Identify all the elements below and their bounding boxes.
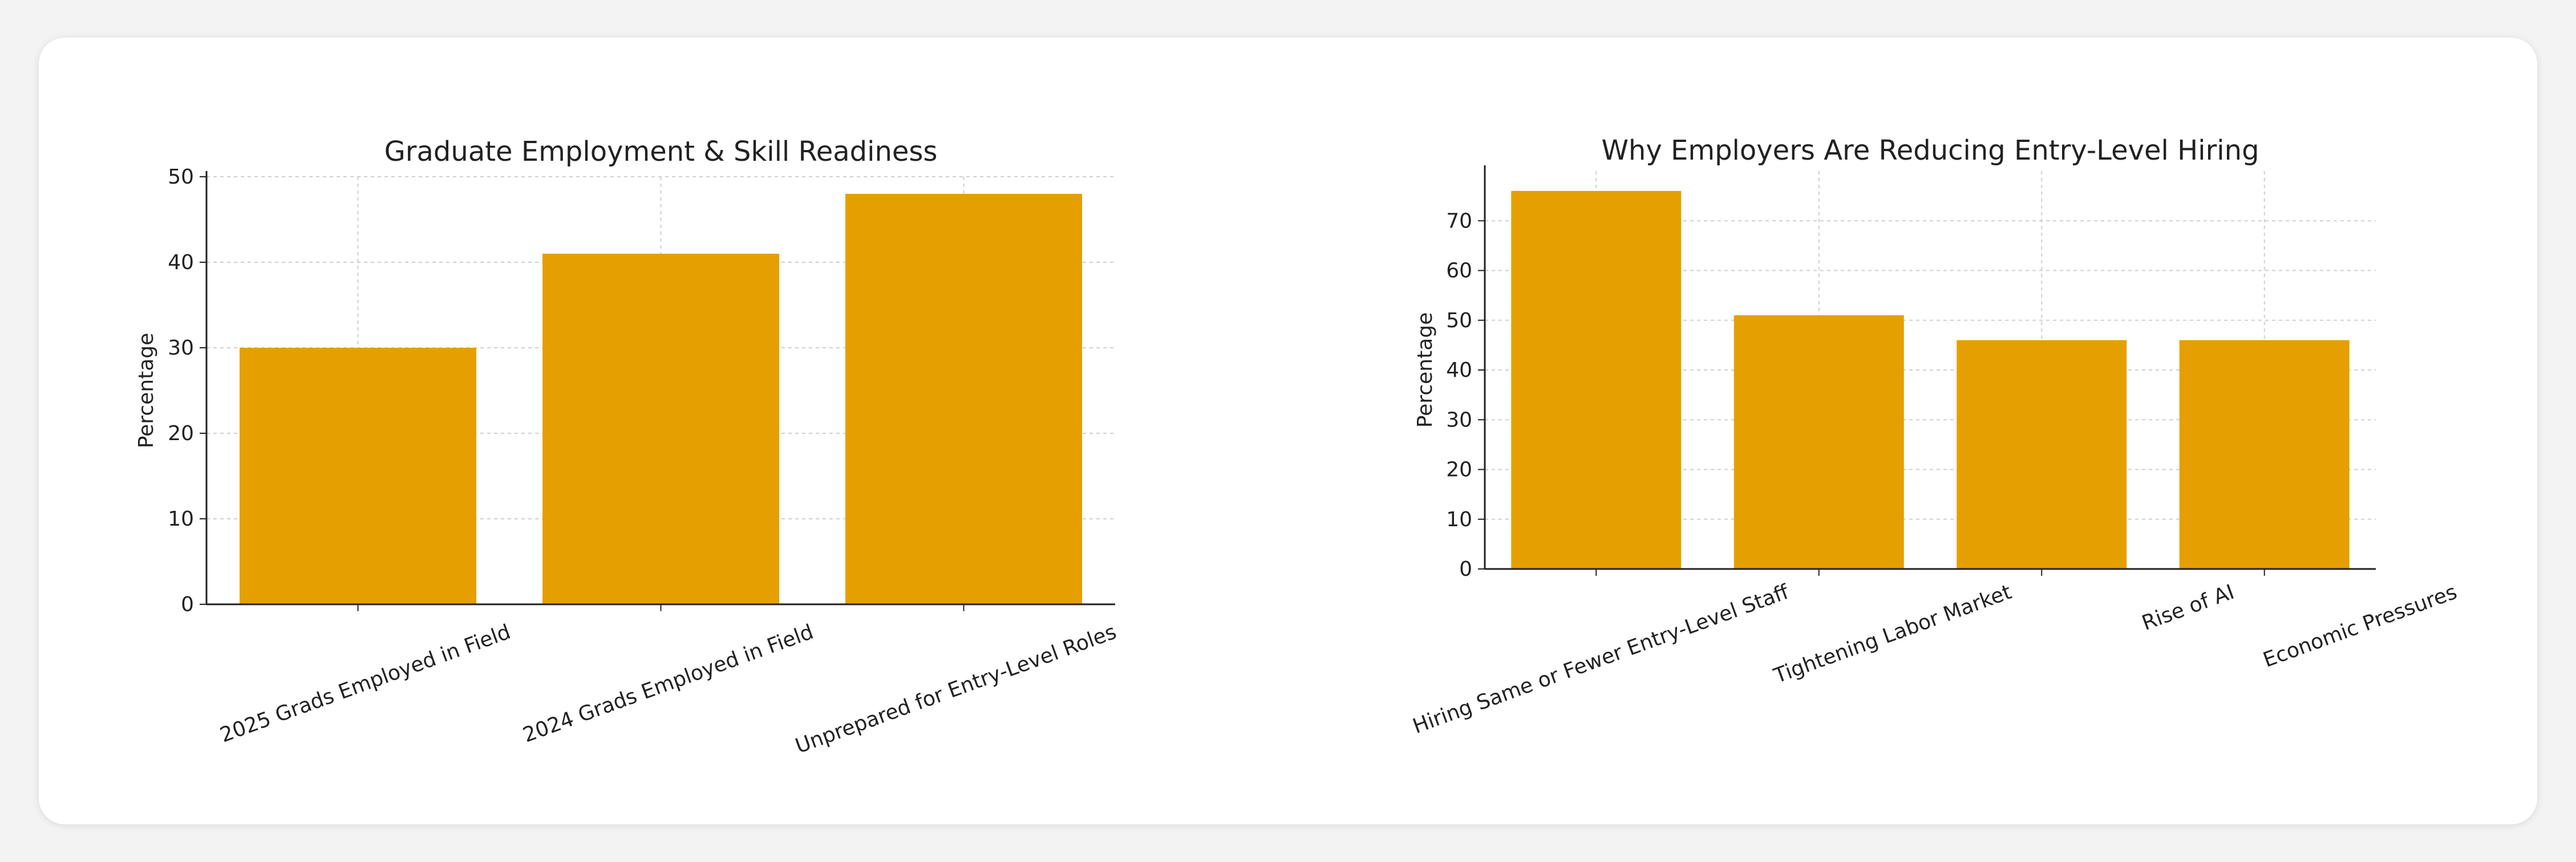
chart1-bar — [542, 254, 779, 604]
chart1-bar — [845, 194, 1082, 604]
chart1-ylabel: Percentage — [135, 333, 158, 449]
chart2-ytick-label: 60 — [1446, 259, 1472, 283]
chart1-ytick-label: 30 — [168, 336, 194, 360]
chart1-bar — [240, 348, 476, 604]
chart2-ytick-label: 70 — [1446, 209, 1472, 233]
chart1-ytick-label: 50 — [168, 165, 194, 189]
chart2-ytick-label: 0 — [1459, 558, 1472, 581]
chart1-ytick-label: 10 — [168, 507, 194, 531]
chart2-ylabel: Percentage — [1413, 312, 1437, 428]
chart2-ytick-label: 40 — [1446, 359, 1472, 382]
chart2-ytick-label: 30 — [1446, 408, 1472, 432]
chart1-category-label: 2025 Grads Employed in Field — [217, 620, 513, 747]
chart2-category-label: Rise of AI — [2139, 580, 2238, 635]
chart2-bar — [1733, 315, 1904, 569]
chart1-ytick-label: 20 — [168, 422, 194, 445]
chart2-title: Why Employers Are Reducing Entry-Level H… — [1601, 135, 2259, 166]
chart2-ytick-label: 10 — [1446, 508, 1472, 531]
chart2-bar — [2179, 340, 2350, 569]
chart1-ytick-label: 40 — [168, 251, 194, 274]
chart1-category-label: 2024 Grads Employed in Field — [520, 620, 816, 747]
chart1-ytick-label: 0 — [181, 593, 194, 616]
chart1-title: Graduate Employment & Skill Readiness — [384, 136, 938, 168]
chart2-bar — [1511, 190, 1682, 569]
chart2-category-label: Hiring Same or Fewer Entry-Level Staff — [1409, 580, 1792, 739]
chart2-category-label: Tightening Labor Market — [1771, 580, 2015, 688]
chart2-ytick-label: 20 — [1446, 458, 1472, 482]
chart2-ytick-label: 50 — [1446, 309, 1472, 332]
chart2-bar — [1957, 340, 2127, 569]
chart1-category-label: Unprepared for Entry-Level Roles — [792, 620, 1120, 758]
chart2-category-label: Economic Pressures — [2260, 580, 2460, 672]
